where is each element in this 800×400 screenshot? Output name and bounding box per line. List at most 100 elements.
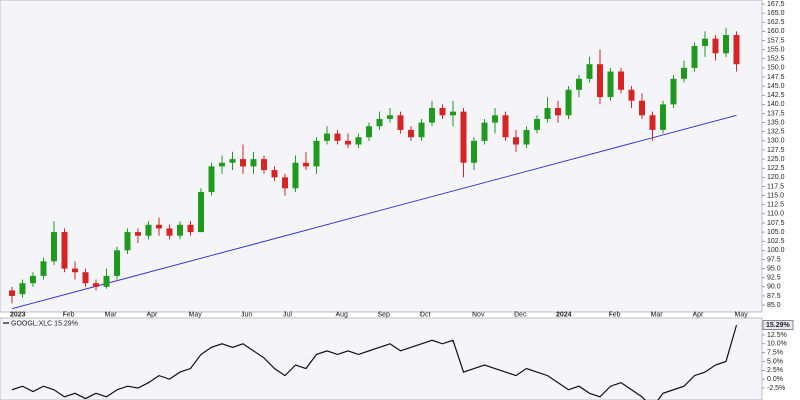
candle-body <box>334 133 341 141</box>
x-tick-label: Oct <box>420 311 431 318</box>
y-tick-label: 120.0 <box>767 174 785 181</box>
x-tick-label: May <box>189 311 203 318</box>
candle-body <box>82 272 89 284</box>
candle-body <box>460 111 467 163</box>
y-tick-label: 147.5 <box>767 74 785 81</box>
candle-body <box>523 129 530 145</box>
x-tick-label: Nov <box>472 311 485 318</box>
y-tick-label: 102.5 <box>767 238 785 245</box>
candle-body <box>366 126 372 138</box>
candle-body <box>670 78 677 105</box>
ratio-line <box>11 324 738 400</box>
candle-body <box>72 268 78 273</box>
x-tick-label: 2024 <box>556 311 572 318</box>
x-tick-label: Feb <box>63 311 75 318</box>
y-tick-label: 2.5% <box>767 367 783 374</box>
y-tick-label: 135.0 <box>767 119 785 126</box>
candle-body <box>282 177 288 189</box>
candle-body <box>250 159 257 167</box>
candle-body <box>597 64 603 98</box>
y-tick-label: 5.0% <box>767 358 783 365</box>
candle-body <box>439 108 446 116</box>
y-tick-label: 142.5 <box>767 92 785 99</box>
y-tick-label: 155.0 <box>767 46 785 53</box>
y-tick-label: 145.0 <box>767 83 785 90</box>
candle-body <box>576 78 582 90</box>
x-tick-label: Feb <box>609 311 621 318</box>
legend-label: GOOGL:XLC 15.29% <box>11 320 78 327</box>
y-tick-label: 12.5% <box>767 332 787 339</box>
x-tick-label: Apr <box>147 311 159 318</box>
candle-body <box>429 108 435 123</box>
candle-body <box>618 71 624 90</box>
candle-body <box>145 224 152 236</box>
candle-body <box>345 140 351 145</box>
candle-body <box>702 38 708 46</box>
y-tick-label: 140.0 <box>767 101 785 108</box>
candle-body <box>471 140 477 163</box>
candle-body <box>355 137 362 145</box>
ratio-panel <box>0 317 763 400</box>
candle-body <box>271 170 278 178</box>
candle-body <box>208 166 215 192</box>
candle-body <box>40 261 47 276</box>
y-tick-label: 107.5 <box>767 220 785 227</box>
candle-body <box>513 137 519 145</box>
candle-body <box>261 159 267 171</box>
y-tick-label: 125.0 <box>767 156 785 163</box>
y-tick-label: 115.0 <box>767 192 784 199</box>
candle-body <box>292 162 299 189</box>
y-tick-label: 100.0 <box>767 247 785 254</box>
x-tick-label: Jul <box>283 311 292 318</box>
y-tick-label: 7.5% <box>767 349 783 356</box>
y-tick-label: 137.5 <box>767 110 785 117</box>
y-tick-label: 95.0 <box>767 265 781 272</box>
y-tick-label: 85.0 <box>767 302 781 309</box>
y-tick-label: 127.5 <box>767 147 785 154</box>
x-tick-label: Mar <box>105 311 118 318</box>
x-tick-label: Mar <box>651 311 664 318</box>
candle-body <box>733 35 740 65</box>
candle-body <box>156 224 162 229</box>
candle-body <box>586 64 593 79</box>
candle-body <box>93 283 99 287</box>
candle-body <box>418 122 425 138</box>
candle-body <box>628 89 635 101</box>
candle-body <box>313 140 320 167</box>
x-tick-label: Sep <box>378 311 391 318</box>
y-tick-label: 87.5 <box>767 293 781 300</box>
y-tick-label: 105.0 <box>767 229 785 236</box>
y-tick-label: 10.0% <box>767 341 787 348</box>
y-tick-label: 165.0 <box>767 10 785 17</box>
candle-body <box>607 71 614 98</box>
candle-body <box>450 111 456 116</box>
candle-body <box>135 232 141 236</box>
candle-body <box>240 159 246 167</box>
x-tick-label: 2023 <box>10 311 26 318</box>
candle-body <box>303 162 309 167</box>
y-tick-label: 117.5 <box>767 183 784 190</box>
candle-body <box>565 89 572 116</box>
candle-body <box>534 118 540 130</box>
y-tick-label: 0.0% <box>767 376 783 383</box>
candle-body <box>61 232 68 269</box>
candle-body <box>187 224 194 233</box>
y-tick-label: -2.5% <box>767 385 785 392</box>
x-tick-label: Dec <box>514 311 527 318</box>
candle-body <box>219 162 225 167</box>
y-tick-label: 92.5 <box>767 275 781 282</box>
x-tick-label: May <box>735 311 749 318</box>
price-panel <box>0 0 763 313</box>
x-tick-label: Jun <box>241 311 252 318</box>
y-tick-label: 132.5 <box>767 129 785 136</box>
candle-body <box>723 35 729 54</box>
y-tick-label: 162.5 <box>767 19 785 26</box>
candle-body <box>51 232 57 262</box>
y-tick-label: 167.5 <box>767 1 785 8</box>
candle-body <box>555 108 561 116</box>
candle-body <box>166 228 173 236</box>
trendline <box>11 114 737 310</box>
candle-body <box>502 115 509 138</box>
